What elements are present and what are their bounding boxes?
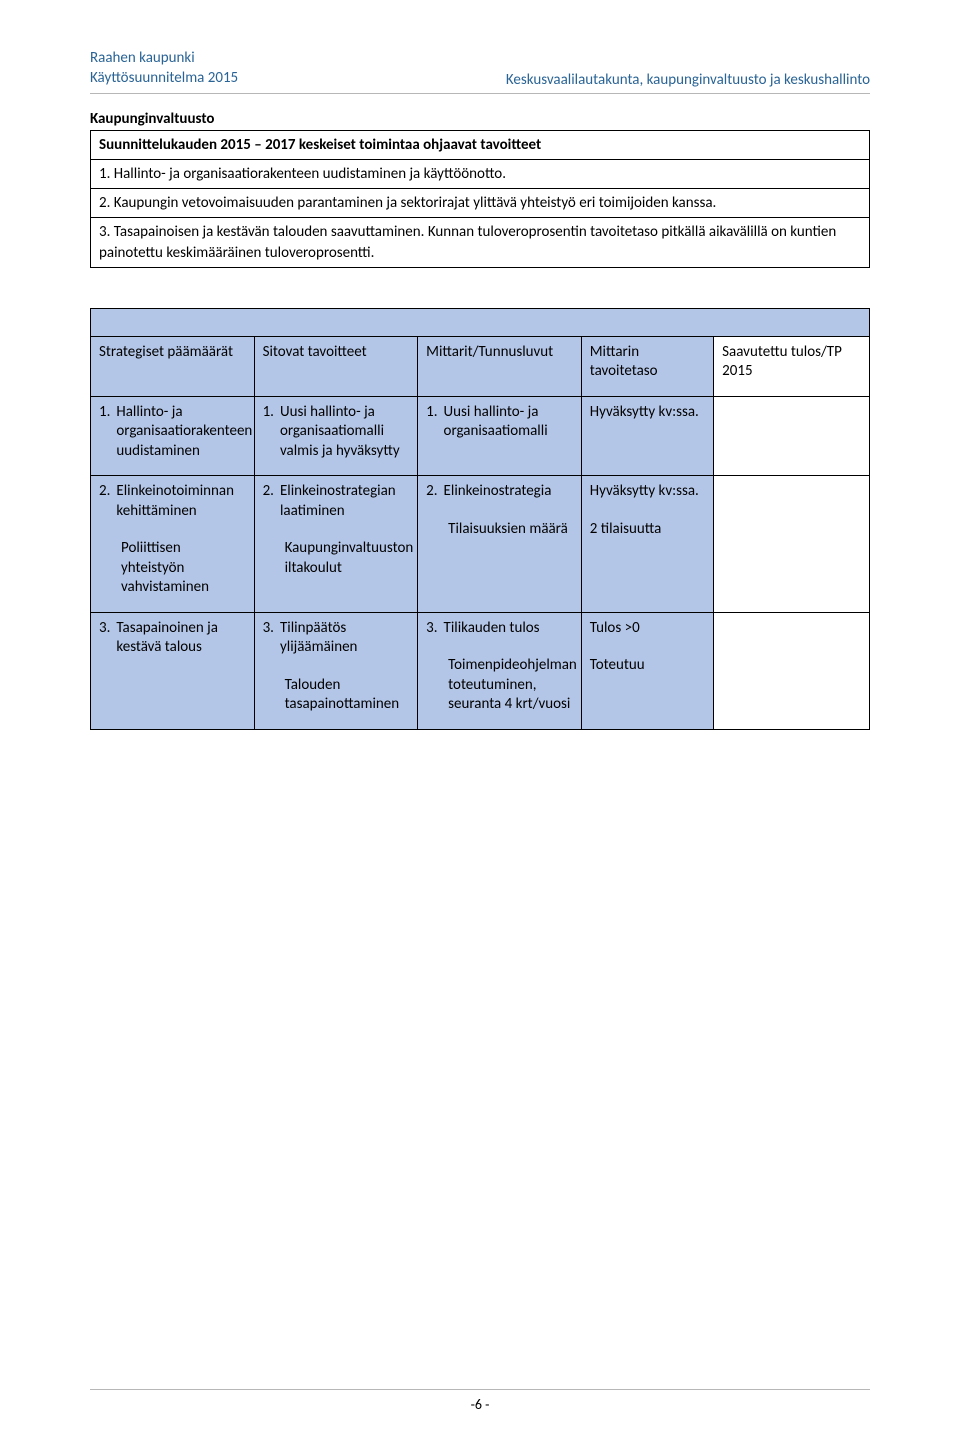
spacer <box>90 282 870 308</box>
col-mittarit: Mittarit/Tunnusluvut <box>418 336 582 396</box>
col-sitovat: Sitovat tavoitteet <box>254 336 418 396</box>
page-footer: -6 - <box>0 1389 960 1413</box>
table-row: 2.Elinkeinotoiminnan kehittäminen Poliit… <box>91 476 870 613</box>
table-blank-header-row <box>91 308 870 336</box>
cell-r1c4: Hyväksytty kv:ssa. <box>581 396 713 476</box>
col-saavutettu: Saavutettu tulos/TP 2015 <box>714 336 870 396</box>
objective-1: 1. Hallinto- ja organisaatiorakenteen uu… <box>91 159 870 188</box>
page-number: -6 - <box>471 1396 490 1413</box>
table-row: 1.Hallinto- ja organisaatiorakenteen uud… <box>91 396 870 476</box>
cell-r1c3: 1.Uusi hallinto- ja organisaatiomalli <box>418 396 582 476</box>
header-org: Raahen kaupunki <box>90 48 238 68</box>
col-strategiset: Strategiset päämäärät <box>91 336 255 396</box>
cell-r2c4: Hyväksytty kv:ssa. 2 tilaisuutta <box>581 476 713 613</box>
col-tavoitetaso: Mittarin tavoitetaso <box>581 336 713 396</box>
table-row: 3.Tasapainoinen ja kestävä talous 3.Tili… <box>91 612 870 729</box>
footer-rule <box>90 1389 870 1390</box>
table-header-row: Strategiset päämäärät Sitovat tavoitteet… <box>91 336 870 396</box>
page: Raahen kaupunki Käyttösuunnitelma 2015 K… <box>0 0 960 1443</box>
cell-r1c2: 1.Uusi hallinto- ja organisaatiomalli va… <box>254 396 418 476</box>
cell-r3c3: 3.Tilikauden tulos Toimenpideohjelman to… <box>418 612 582 729</box>
cell-r2c3: 2.Elinkeinostrategia Tilaisuuksien määrä <box>418 476 582 613</box>
cell-r3c1: 3.Tasapainoinen ja kestävä talous <box>91 612 255 729</box>
cell-r3c2: 3.Tilinpäätös ylijäämäinen Talouden tasa… <box>254 612 418 729</box>
cell-r2c1: 2.Elinkeinotoiminnan kehittäminen Poliit… <box>91 476 255 613</box>
page-header: Raahen kaupunki Käyttösuunnitelma 2015 K… <box>90 48 870 89</box>
objective-3: 3. Tasapainoisen ja kestävän talouden sa… <box>91 218 870 268</box>
objectives-subtitle: Suunnittelukauden 2015 – 2017 keskeiset … <box>91 130 870 159</box>
objective-2: 2. Kaupungin vetovoimaisuuden parantamin… <box>91 189 870 218</box>
header-right: Keskusvaalilautakunta, kaupunginvaltuust… <box>506 71 870 89</box>
cell-r2c5 <box>714 476 870 613</box>
cell-r3c4: Tulos >0 Toteutuu <box>581 612 713 729</box>
cell-r3c5 <box>714 612 870 729</box>
header-rule <box>90 93 870 94</box>
header-left: Raahen kaupunki Käyttösuunnitelma 2015 <box>90 48 238 89</box>
cell-r2c2: 2.Elinkeinostrategian laatiminen Kaupung… <box>254 476 418 613</box>
objectives-box: Suunnittelukauden 2015 – 2017 keskeiset … <box>90 130 870 268</box>
section-title: Kaupunginvaltuusto <box>90 110 870 128</box>
cell-r1c5 <box>714 396 870 476</box>
header-doc: Käyttösuunnitelma 2015 <box>90 68 238 88</box>
cell-r1c1: 1.Hallinto- ja organisaatiorakenteen uud… <box>91 396 255 476</box>
strategy-table: Strategiset päämäärät Sitovat tavoitteet… <box>90 308 870 730</box>
